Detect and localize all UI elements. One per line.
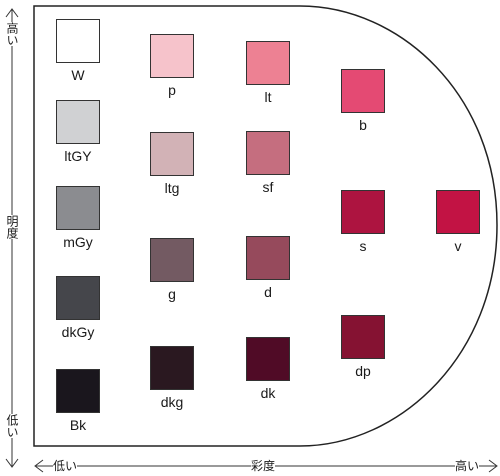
vertical-axis-arrow-down: [5, 458, 19, 468]
swatch-v: [436, 190, 480, 234]
tone-label-W: W: [71, 67, 85, 83]
tone-label-Bk: Bk: [69, 417, 87, 433]
swatch-dk: [246, 337, 290, 381]
tone-label-lt: lt: [264, 89, 272, 105]
swatch-sf: [246, 131, 290, 175]
tone-label-dkg: dkg: [160, 394, 184, 410]
vertical-axis-label: 明度: [5, 215, 19, 239]
swatch-Bk: [56, 369, 100, 413]
tone-label-s: s: [359, 238, 367, 254]
swatch-ltGY: [56, 100, 100, 144]
swatch-ltg: [150, 132, 194, 176]
swatch-lt: [246, 41, 290, 85]
swatch-p: [150, 34, 194, 78]
tone-label-b: b: [359, 117, 367, 133]
tone-label-dp: dp: [355, 363, 371, 379]
tone-label-g: g: [168, 286, 176, 302]
swatch-W: [56, 19, 100, 63]
tone-label-sf: sf: [262, 179, 274, 195]
swatch-b: [341, 69, 385, 113]
swatch-s: [341, 190, 385, 234]
tone-label-ltGY: ltGY: [64, 148, 92, 164]
swatch-dp: [341, 315, 385, 359]
horizontal-axis-high: 高い: [455, 459, 480, 473]
horizontal-axis-arrow-left: [34, 459, 44, 473]
tone-label-p: p: [168, 82, 176, 98]
tone-label-mGy: mGy: [63, 234, 93, 250]
swatch-d: [246, 236, 290, 280]
swatch-dkGy: [56, 276, 100, 320]
tone-label-v: v: [454, 238, 462, 254]
tone-label-ltg: ltg: [164, 180, 180, 196]
tone-label-d: d: [264, 284, 272, 300]
vertical-axis-high: 高い: [5, 22, 19, 46]
horizontal-axis-label: 彩度: [251, 459, 276, 473]
swatch-dkg: [150, 346, 194, 390]
tone-label-dkGy: dkGy: [61, 324, 95, 340]
tone-region-outline: [33, 5, 498, 447]
tone-label-dk: dk: [260, 385, 276, 401]
horizontal-axis-low: 低い: [53, 459, 78, 473]
swatch-mGy: [56, 186, 100, 230]
horizontal-axis-arrow-right: [488, 459, 498, 473]
vertical-axis-arrow-up: [5, 8, 19, 18]
vertical-axis-low: 低い: [5, 414, 19, 438]
swatch-g: [150, 238, 194, 282]
